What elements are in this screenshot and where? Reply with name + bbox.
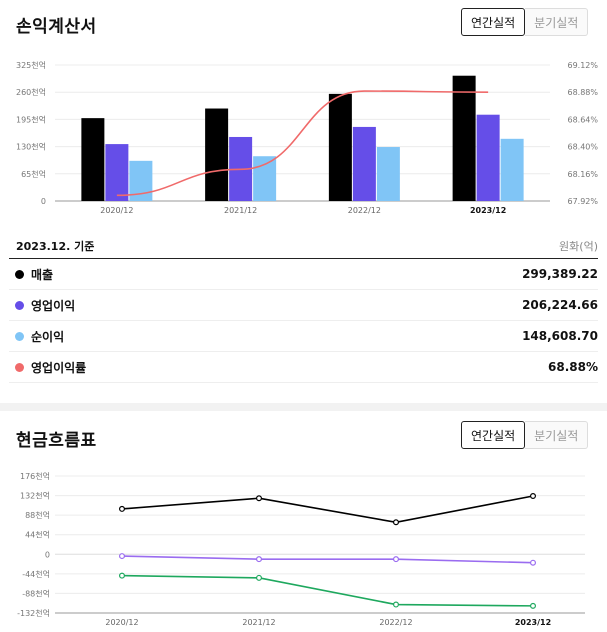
bar-3: [376, 147, 400, 201]
y-tick-label: 0: [45, 550, 50, 559]
y-tick-label-left: 65천억: [21, 169, 46, 179]
legend-dot: [15, 300, 24, 310]
cashflow-line-2: [121, 555, 534, 564]
cashflow-line-1: [121, 495, 534, 524]
y-tick-label-left: 0: [41, 197, 46, 206]
income-summary-table: 매출 299,389.22 영업이익 206,224.66 순이익 148,60…: [9, 258, 598, 383]
cashflow-period-toggle: 연간실적 분기실적: [461, 421, 589, 449]
income-annual-button[interactable]: 연간실적: [461, 8, 526, 36]
income-period-toggle: 연간실적 분기실적: [461, 8, 589, 36]
y-tick-label-left: 130천억: [16, 142, 46, 152]
basis-date: 2023.12. 기준: [16, 240, 95, 253]
cashflow-line-3: [121, 574, 534, 607]
row-label: 영업이익률: [31, 360, 87, 375]
row-label: 영업이익: [31, 298, 76, 313]
row-value: 148,608.70: [522, 329, 598, 343]
row-label: 순이익: [31, 329, 65, 344]
data-point: [118, 553, 125, 560]
x-tick-label: 2023/12: [515, 618, 551, 627]
y-tick-label: 44천억: [25, 530, 50, 540]
data-point: [256, 556, 263, 563]
y-tick-label-left: 260천억: [16, 87, 46, 97]
y-tick-label-left: 325천억: [16, 60, 46, 70]
table-row: 영업이익률 68.88%: [9, 352, 598, 383]
legend-dot: [15, 331, 24, 341]
legend-dot: [15, 269, 24, 279]
table-row: 순이익 148,608.70: [9, 321, 598, 352]
data-point: [393, 556, 400, 563]
data-point: [118, 572, 125, 579]
row-value: 299,389.22: [522, 267, 598, 281]
x-tick-label: 2022/12: [379, 618, 412, 627]
cashflow-annual-button[interactable]: 연간실적: [461, 421, 526, 449]
data-point: [393, 601, 400, 608]
data-point: [256, 495, 263, 502]
row-value: 68.88%: [548, 360, 598, 374]
data-point: [256, 574, 263, 581]
income-chart: 325천억 260천억 195천억 130천억 65천억 0 69.12% 68.88% 68.…: [16, 60, 598, 215]
row-label: 매출: [31, 267, 54, 282]
unit-label: 원화(억): [559, 240, 598, 253]
x-tick-label: 2023/12: [470, 206, 506, 215]
bar-2: [352, 126, 376, 201]
cashflow-title: 현금흐름표: [16, 431, 97, 451]
cashflow-quarterly-button[interactable]: 분기실적: [525, 421, 589, 449]
bar-1: [205, 108, 229, 201]
income-title: 손익계산서: [16, 17, 97, 37]
y-tick-label-right: 68.40%: [567, 143, 598, 152]
y-tick-label-right: 68.88%: [567, 88, 598, 97]
y-tick-label: 132천억: [20, 491, 50, 501]
y-tick-label: 176천억: [20, 471, 50, 481]
margin-line: [116, 90, 489, 197]
y-tick-label: -88천억: [22, 588, 50, 598]
y-tick-label: -44천억: [22, 569, 50, 579]
table-row: 영업이익 206,224.66: [9, 290, 598, 321]
table-row: 매출 299,389.22: [9, 259, 598, 290]
y-tick-label-left: 195천억: [16, 114, 46, 124]
x-tick-label: 2021/12: [242, 618, 275, 627]
data-point: [529, 559, 536, 566]
bar-1: [328, 93, 352, 201]
x-tick-label: 2022/12: [348, 206, 381, 215]
bar-2: [476, 114, 500, 201]
bar-1: [81, 118, 105, 201]
y-tick-label-right: 69.12%: [567, 61, 598, 70]
x-tick-label: 2020/12: [105, 618, 138, 627]
x-tick-label: 2020/12: [100, 206, 133, 215]
bar-1: [452, 75, 476, 201]
row-value: 206,224.66: [522, 298, 598, 312]
data-point: [118, 505, 125, 512]
x-tick-label: 2021/12: [224, 206, 257, 215]
bar-3: [500, 138, 524, 201]
bar-2: [105, 144, 129, 201]
section-divider: [0, 403, 607, 411]
legend-dot: [15, 362, 24, 372]
y-tick-label: 88천억: [25, 510, 50, 520]
data-point: [529, 602, 536, 609]
income-quarterly-button[interactable]: 분기실적: [525, 8, 589, 36]
y-tick-label: -132천억: [17, 608, 50, 618]
data-point: [393, 519, 400, 526]
y-tick-label-right: 68.16%: [567, 170, 598, 179]
y-tick-label-right: 68.64%: [567, 115, 598, 124]
bar-3: [129, 160, 153, 201]
y-tick-label-right: 67.92%: [567, 197, 598, 206]
data-point: [529, 493, 536, 500]
